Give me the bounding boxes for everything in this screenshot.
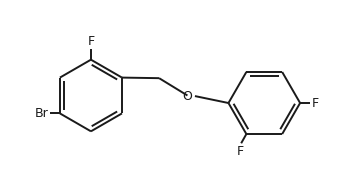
Text: F: F: [312, 96, 319, 109]
Text: F: F: [87, 35, 95, 48]
Text: Br: Br: [35, 107, 48, 120]
Text: F: F: [237, 145, 244, 158]
Text: O: O: [183, 90, 192, 103]
